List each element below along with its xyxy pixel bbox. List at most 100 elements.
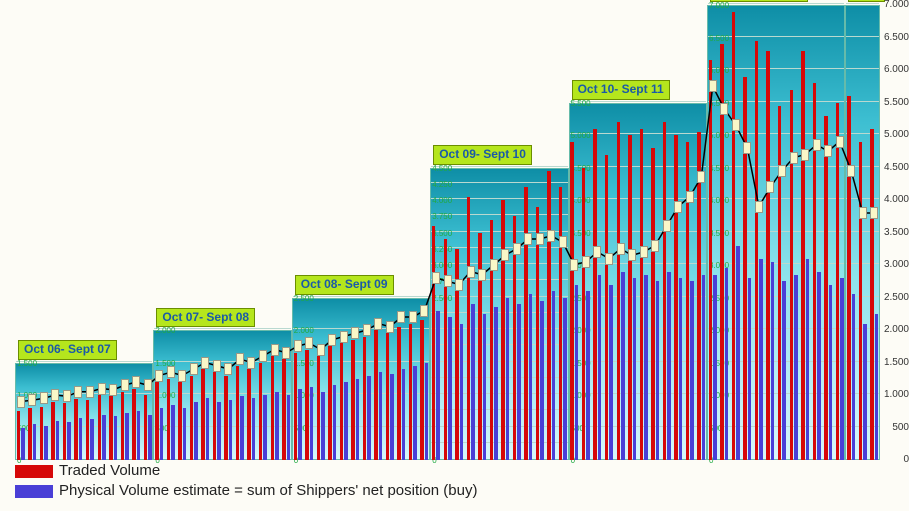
bar-physical <box>817 272 821 461</box>
bar-physical <box>656 281 660 460</box>
y-label-right: 3.500 <box>881 227 909 238</box>
y-label-left: 3.750 <box>432 212 452 221</box>
bar-physical <box>356 379 360 460</box>
line-marker <box>663 220 671 232</box>
line-marker <box>478 269 486 281</box>
line-marker <box>559 236 567 248</box>
y-label-left: 4.000 <box>432 196 452 205</box>
line-marker <box>870 207 878 219</box>
bar-traded <box>674 135 678 460</box>
bar-traded <box>801 51 805 461</box>
line-marker <box>282 347 290 359</box>
line-marker <box>17 396 25 408</box>
line-marker <box>144 379 152 391</box>
bar-physical <box>840 278 844 460</box>
bar-traded <box>547 171 551 460</box>
bar-physical <box>863 324 867 461</box>
line-marker <box>259 350 267 362</box>
bar-traded <box>86 400 90 460</box>
bar-traded <box>778 106 782 460</box>
bar-physical <box>125 413 129 460</box>
line-marker <box>697 171 705 183</box>
bar-physical <box>852 294 856 460</box>
bar-physical <box>44 426 48 460</box>
line-marker <box>28 394 36 406</box>
bar-traded <box>420 320 424 460</box>
line-marker <box>674 201 682 213</box>
bar-traded <box>121 392 125 460</box>
bar-physical <box>494 307 498 460</box>
legend-label: Traded Volume <box>59 462 160 479</box>
y-label-right: 5.000 <box>881 129 909 140</box>
line-marker <box>305 337 313 349</box>
line-marker <box>824 145 832 157</box>
bar-traded <box>628 135 632 460</box>
y-label-left: 5.000 <box>571 131 591 140</box>
bar-physical <box>425 363 429 461</box>
bar-traded <box>444 239 448 460</box>
bar-traded <box>524 187 528 460</box>
bar-traded <box>282 359 286 460</box>
y-label-right: 500 <box>881 422 909 433</box>
line-marker <box>363 324 371 336</box>
line-marker <box>294 340 302 352</box>
bar-traded <box>663 122 667 460</box>
bar-physical <box>402 369 406 460</box>
y-label-right: 2.500 <box>881 292 909 303</box>
line-marker <box>547 230 555 242</box>
bar-traded <box>478 233 482 461</box>
line-marker <box>374 318 382 330</box>
bar-physical <box>310 387 314 460</box>
y-label-left: 6.500 <box>709 34 729 43</box>
period-label: Oct 08- Sept 09 <box>295 275 394 294</box>
bar-traded <box>397 327 401 460</box>
bar-physical <box>644 275 648 460</box>
bar-physical <box>679 278 683 460</box>
bar-traded <box>51 402 55 461</box>
bar-traded <box>766 51 770 461</box>
bar-traded <box>732 12 736 461</box>
bar-physical <box>471 304 475 460</box>
line-marker <box>490 259 498 271</box>
y-label-left: 5.500 <box>571 99 591 108</box>
bar-physical <box>875 314 879 460</box>
bar-physical <box>183 408 187 460</box>
bar-physical <box>367 376 371 461</box>
period-label: Oct 10- Sept 11 <box>572 80 670 99</box>
bar-traded <box>467 197 471 460</box>
bar-traded <box>305 350 309 461</box>
line-marker <box>397 311 405 323</box>
bar-physical <box>298 389 302 461</box>
y-label-left: 2.500 <box>294 294 314 303</box>
line-marker <box>524 233 532 245</box>
bar-physical <box>736 246 740 461</box>
y-label-left: 1.500 <box>17 359 37 368</box>
chart-plot: 05001.0001.500Oct 06- Sept 0705001.0001.… <box>15 5 880 460</box>
bar-physical <box>448 317 452 460</box>
line-marker <box>444 275 452 287</box>
bar-physical <box>702 275 706 460</box>
bar-physical <box>160 408 164 460</box>
bar-traded <box>363 337 367 461</box>
line-marker <box>178 370 186 382</box>
y-label-left: 4.500 <box>432 164 452 173</box>
bar-physical <box>333 385 337 460</box>
legend-label: Physical Volume estimate = sum of Shippe… <box>59 482 477 499</box>
line-marker <box>74 386 82 398</box>
bar-physical <box>321 392 325 460</box>
line-marker <box>190 363 198 375</box>
line-marker <box>455 279 463 291</box>
line-marker <box>236 353 244 365</box>
bar-physical <box>552 291 556 460</box>
bar-traded <box>570 142 574 461</box>
bar-traded <box>617 122 621 460</box>
bar-traded <box>836 103 840 461</box>
bar-traded <box>213 372 217 460</box>
bar-physical <box>413 366 417 460</box>
bar-physical <box>240 396 244 460</box>
bar-traded <box>593 129 597 461</box>
bar-traded <box>74 399 78 460</box>
line-marker <box>63 390 71 402</box>
bar-traded <box>236 366 240 460</box>
line-marker <box>686 191 694 203</box>
